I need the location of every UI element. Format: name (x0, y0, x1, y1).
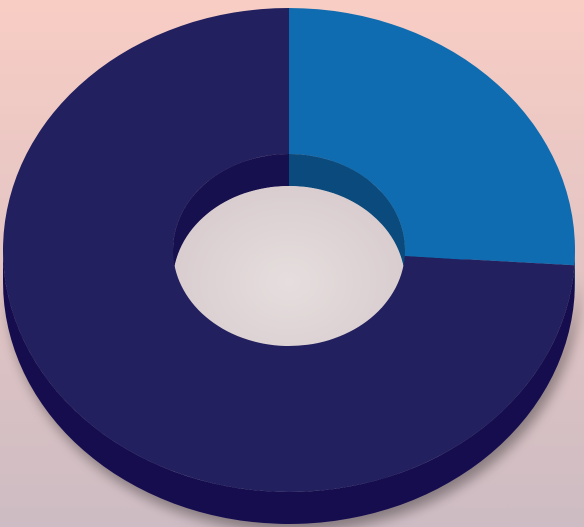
slice-2 (3, 8, 575, 492)
slice-outer-wall-1 (574, 250, 575, 298)
donut-tops (3, 8, 575, 492)
donut-hole (113, 154, 465, 407)
slice-top-cover-1 (404, 250, 465, 260)
slice-inner-wall-2-1 (173, 154, 289, 282)
donut-sides (3, 250, 575, 525)
slice-inner-wall-1-1 (289, 154, 405, 282)
slice-1 (289, 8, 575, 266)
slice-top-cover-2 (113, 250, 465, 407)
donut-hole-center (173, 186, 405, 378)
